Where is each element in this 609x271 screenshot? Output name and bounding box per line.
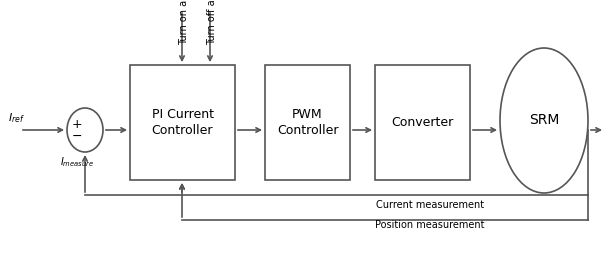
Text: −: −	[72, 130, 82, 143]
Bar	[130, 65, 235, 180]
Text: +: +	[72, 118, 82, 131]
Text: $I_{ref}$: $I_{ref}$	[8, 111, 25, 125]
Text: Converter: Converter	[392, 116, 454, 129]
Text: Turn off angle: Turn off angle	[207, 0, 217, 45]
Text: Turn on angle: Turn on angle	[179, 0, 189, 45]
Text: PI Current
Controller: PI Current Controller	[152, 108, 214, 137]
Bar	[375, 65, 470, 180]
Text: $I_{measure}$: $I_{measure}$	[60, 155, 94, 169]
Text: Position measurement: Position measurement	[375, 220, 485, 230]
Text: PWM
Controller: PWM Controller	[276, 108, 338, 137]
Text: SRM: SRM	[529, 114, 559, 127]
Bar	[265, 65, 350, 180]
Text: Current measurement: Current measurement	[376, 200, 484, 210]
